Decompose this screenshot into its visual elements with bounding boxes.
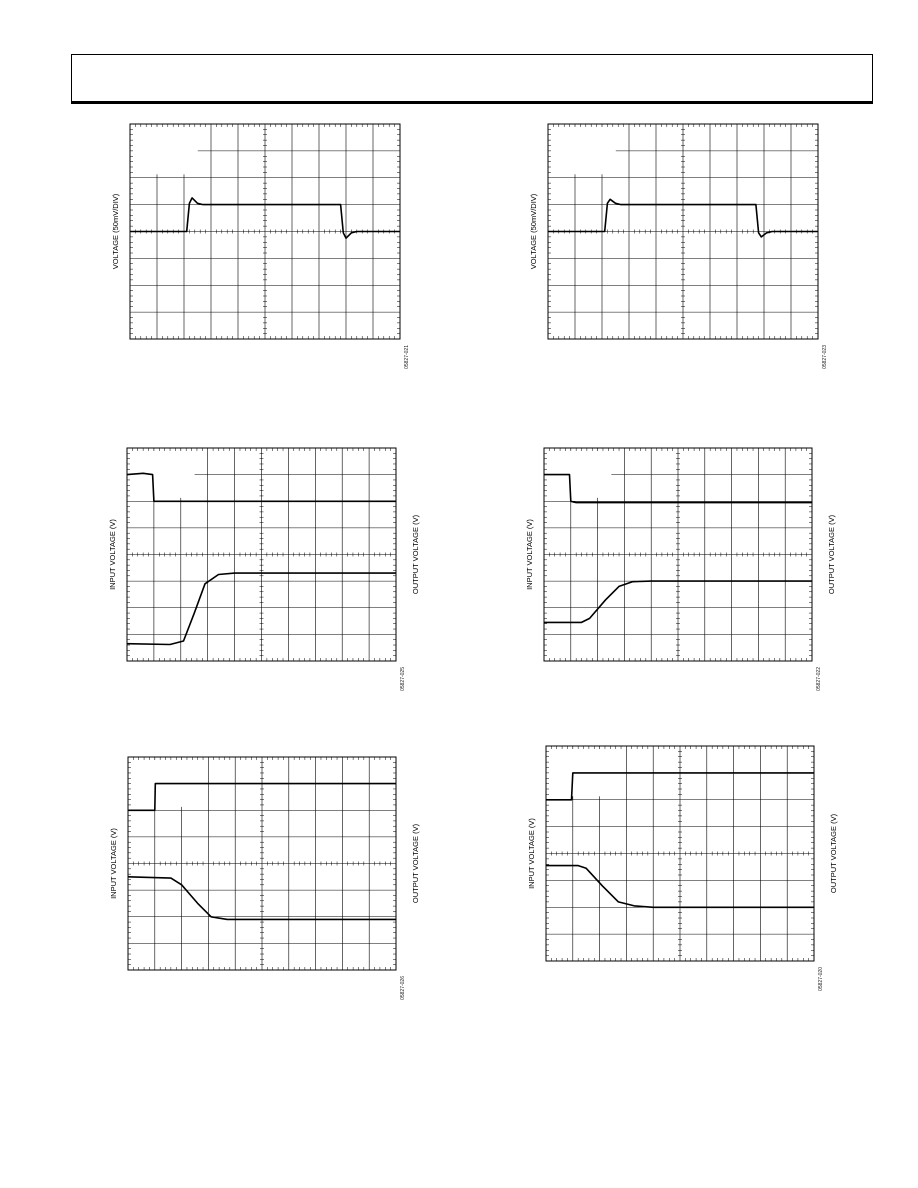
page-header-rule [71,101,873,104]
trace-1 [128,782,396,812]
annotation-blank [133,127,198,175]
y-axis-label-right: OUTPUT VOLTAGE (V) [411,514,420,594]
trace-2 [544,580,812,624]
trace-1 [548,198,818,238]
scope-chart-6: INPUT VOLTAGE (V) OUTPUT VOLTAGE (V) 058… [527,745,838,991]
trace-1 [546,772,814,801]
y-axis-label-left: INPUT VOLTAGE (V) [525,519,534,590]
trace-1 [544,473,812,504]
scope-plot-area [127,756,397,971]
scope-plot-area [126,447,397,662]
figure-id: 05827-021 [404,345,410,369]
y-axis-label-left: VOLTAGE (50mV/DIV) [529,193,538,269]
annotation-blank [130,451,195,498]
figure-id: 05827-023 [822,345,828,369]
y-axis-label-right: OUTPUT VOLTAGE (V) [827,514,836,594]
figure-id: 05827-022 [816,667,822,691]
y-axis-label-left: INPUT VOLTAGE (V) [109,828,118,899]
scope-plot-area [129,123,401,340]
page-header-box [71,54,873,102]
y-axis-label-left: INPUT VOLTAGE (V) [108,519,117,590]
scope-chart-5: INPUT VOLTAGE (V) OUTPUT VOLTAGE (V) 058… [109,756,420,1000]
y-axis-label-left: VOLTAGE (50mV/DIV) [111,193,120,269]
figure-id: 05827-025 [400,667,406,691]
scope-plot-area [547,123,819,340]
scope-chart-2: VOLTAGE (50mV/DIV) 05827-023 [529,123,828,369]
trace-2 [127,876,396,921]
scope-chart-3: INPUT VOLTAGE (V) OUTPUT VOLTAGE (V) 058… [108,447,420,691]
trace-1 [130,197,400,239]
y-axis-label-right: OUTPUT VOLTAGE (V) [829,813,838,893]
annotation-blank [551,127,616,175]
y-axis-label-right: OUTPUT VOLTAGE (V) [411,823,420,903]
trace-2 [126,572,396,646]
scope-chart-4: INPUT VOLTAGE (V) OUTPUT VOLTAGE (V) 058… [525,447,836,691]
trace-1 [126,472,396,503]
scope-plot-area [543,447,813,662]
trace-2 [546,864,814,909]
scope-plot-area [545,745,815,962]
scope-chart-1: VOLTAGE (50mV/DIV) 05827-021 [111,123,410,369]
figure-id: 05827-020 [818,967,824,991]
y-axis-label-left: INPUT VOLTAGE (V) [527,818,536,889]
figure-id: 05827-026 [400,976,406,1000]
